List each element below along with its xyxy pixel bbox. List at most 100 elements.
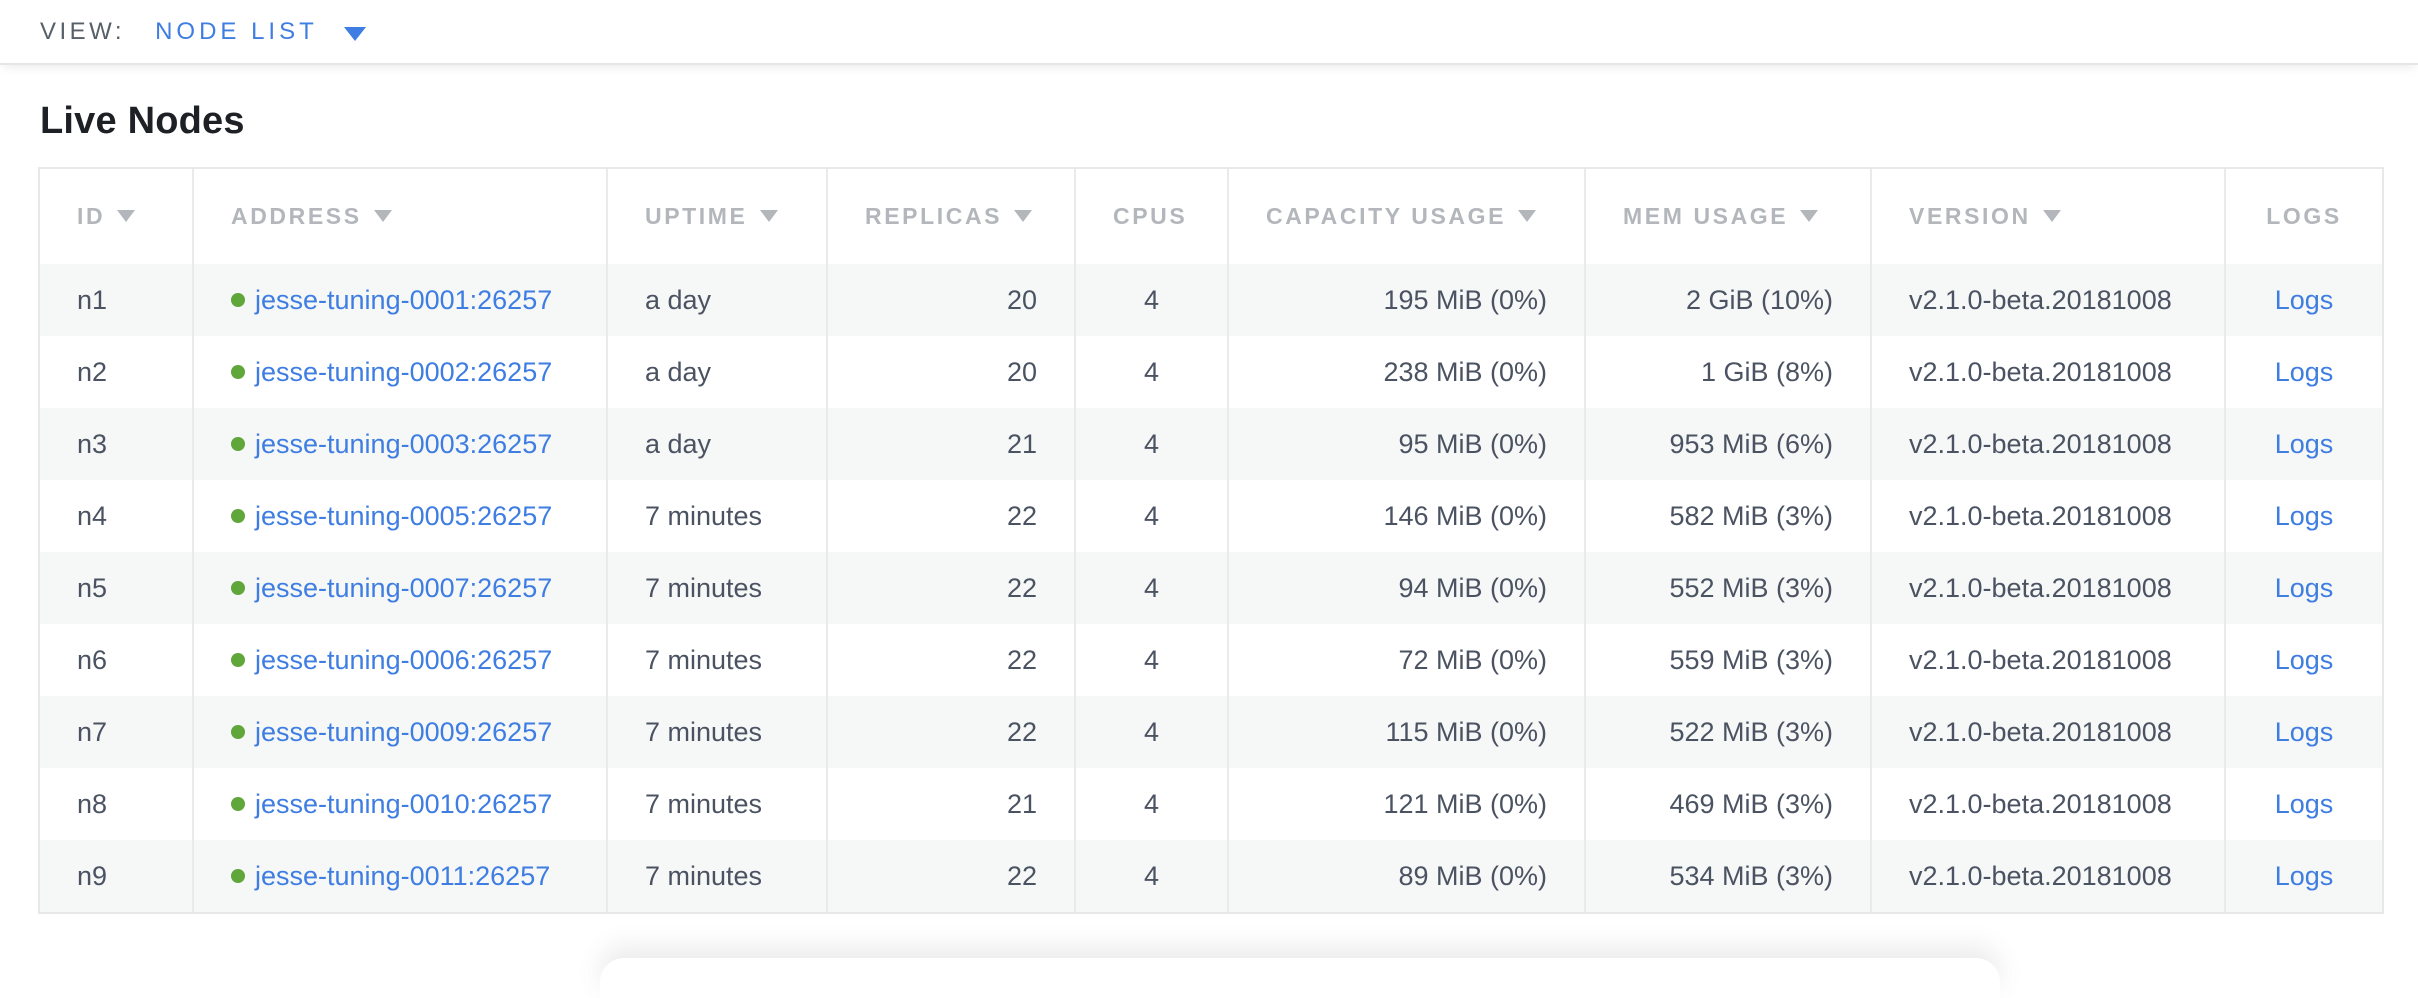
cell-value: n8 bbox=[77, 788, 108, 819]
cell-value: 115 MiB (0%) bbox=[1385, 716, 1547, 747]
cell-id: n1 bbox=[40, 264, 192, 336]
cell-value: 2 GiB (10%) bbox=[1685, 284, 1833, 315]
logs-link[interactable]: Logs bbox=[2274, 356, 2334, 387]
table-row: n8 jesse-tuning-0010:26257 7 minutes 21 4 121… bbox=[40, 768, 2382, 840]
node-address-link[interactable]: jesse-tuning-0010:26257 bbox=[255, 788, 553, 819]
logs-link[interactable]: Logs bbox=[2274, 716, 2334, 747]
cell-value: 95 MiB (0%) bbox=[1398, 428, 1547, 459]
node-address-link[interactable]: jesse-tuning-0005:26257 bbox=[255, 500, 553, 531]
node-address-link[interactable]: jesse-tuning-0006:26257 bbox=[255, 644, 553, 675]
column-header-capacity_usage[interactable]: CAPACITY USAGE bbox=[1227, 169, 1584, 264]
cell-capacity_usage: 95 MiB (0%) bbox=[1227, 408, 1584, 480]
logs-link[interactable]: Logs bbox=[2274, 428, 2334, 459]
cell-id: n4 bbox=[40, 480, 192, 552]
logs-link[interactable]: Logs bbox=[2274, 284, 2334, 315]
cell-id: n6 bbox=[40, 624, 192, 696]
view-bar: VIEW: NODE LIST bbox=[0, 0, 2418, 65]
table-row: n1 jesse-tuning-0001:26257 a day 20 4 195 MiB… bbox=[40, 264, 2382, 336]
cell-uptime: a day bbox=[606, 336, 826, 408]
logs-link[interactable]: Logs bbox=[2274, 644, 2334, 675]
column-header-replicas[interactable]: REPLICAS bbox=[826, 169, 1074, 264]
column-header-label: MEM USAGE bbox=[1623, 203, 1789, 229]
column-header-label: LOGS bbox=[2266, 203, 2342, 229]
node-address-link[interactable]: jesse-tuning-0002:26257 bbox=[255, 356, 553, 387]
cell-mem_usage: 953 MiB (6%) bbox=[1584, 408, 1870, 480]
cell-uptime: 7 minutes bbox=[606, 480, 826, 552]
node-address-link[interactable]: jesse-tuning-0009:26257 bbox=[255, 716, 553, 747]
cell-version: v2.1.0-beta.20181008 bbox=[1870, 336, 2224, 408]
cell-value: 20 bbox=[1006, 284, 1037, 315]
cell-mem_usage: 552 MiB (3%) bbox=[1584, 552, 1870, 624]
cell-version: v2.1.0-beta.20181008 bbox=[1870, 264, 2224, 336]
node-address-link[interactable]: jesse-tuning-0007:26257 bbox=[255, 572, 553, 603]
cell-capacity_usage: 94 MiB (0%) bbox=[1227, 552, 1584, 624]
node-address-link[interactable]: jesse-tuning-0003:26257 bbox=[255, 428, 553, 459]
cell-value: 522 MiB (3%) bbox=[1669, 716, 1833, 747]
cell-address: jesse-tuning-0007:26257 bbox=[192, 552, 606, 624]
logs-link[interactable]: Logs bbox=[2274, 500, 2334, 531]
cell-capacity_usage: 115 MiB (0%) bbox=[1227, 696, 1584, 768]
cell-address: jesse-tuning-0001:26257 bbox=[192, 264, 606, 336]
column-header-uptime[interactable]: UPTIME bbox=[606, 169, 826, 264]
cell-uptime: 7 minutes bbox=[606, 768, 826, 840]
column-header-id[interactable]: ID bbox=[40, 169, 192, 264]
cell-value: 72 MiB (0%) bbox=[1398, 644, 1547, 675]
column-header-address[interactable]: ADDRESS bbox=[192, 169, 606, 264]
column-header-label: REPLICAS bbox=[865, 203, 1003, 229]
node-status-live-dot-icon bbox=[231, 364, 245, 379]
cell-logs: Logs bbox=[2224, 264, 2382, 336]
cell-value: 7 minutes bbox=[645, 860, 763, 891]
cell-value: 7 minutes bbox=[645, 500, 763, 531]
cell-mem_usage: 582 MiB (3%) bbox=[1584, 480, 1870, 552]
cell-replicas: 22 bbox=[826, 696, 1074, 768]
cell-value: 89 MiB (0%) bbox=[1398, 860, 1547, 891]
cell-value: 22 bbox=[1006, 500, 1037, 531]
cell-value: v2.1.0-beta.20181008 bbox=[1909, 500, 2172, 531]
cell-cpus: 4 bbox=[1074, 264, 1227, 336]
cell-address: jesse-tuning-0002:26257 bbox=[192, 336, 606, 408]
cell-uptime: 7 minutes bbox=[606, 624, 826, 696]
column-header-cpus: CPUS bbox=[1074, 169, 1227, 264]
cell-logs: Logs bbox=[2224, 696, 2382, 768]
cell-value: 4 bbox=[1143, 860, 1160, 891]
view-selector-dropdown[interactable]: NODE LIST bbox=[155, 18, 366, 46]
node-address-link[interactable]: jesse-tuning-0001:26257 bbox=[255, 284, 553, 315]
cell-value: 4 bbox=[1143, 716, 1160, 747]
page-title: Live Nodes bbox=[40, 100, 245, 142]
cell-replicas: 20 bbox=[826, 336, 1074, 408]
logs-link[interactable]: Logs bbox=[2274, 860, 2334, 891]
cell-version: v2.1.0-beta.20181008 bbox=[1870, 696, 2224, 768]
column-header-label: ID bbox=[77, 203, 106, 229]
cell-cpus: 4 bbox=[1074, 336, 1227, 408]
header-row: ID ADDRESS UPTIME REPLICAS CPUS CAPACITY USAG… bbox=[40, 169, 2382, 264]
cell-replicas: 21 bbox=[826, 768, 1074, 840]
cell-value: 20 bbox=[1006, 356, 1037, 387]
cell-logs: Logs bbox=[2224, 768, 2382, 840]
cell-version: v2.1.0-beta.20181008 bbox=[1870, 552, 2224, 624]
cell-cpus: 4 bbox=[1074, 768, 1227, 840]
table-row: n9 jesse-tuning-0011:26257 7 minutes 22 4 89 … bbox=[40, 840, 2382, 912]
cell-value: 1 GiB (8%) bbox=[1700, 356, 1833, 387]
cell-address: jesse-tuning-0005:26257 bbox=[192, 480, 606, 552]
cell-logs: Logs bbox=[2224, 624, 2382, 696]
cell-cpus: 4 bbox=[1074, 840, 1227, 912]
cell-uptime: 7 minutes bbox=[606, 696, 826, 768]
column-header-version[interactable]: VERSION bbox=[1870, 169, 2224, 264]
logs-link[interactable]: Logs bbox=[2274, 788, 2334, 819]
cell-version: v2.1.0-beta.20181008 bbox=[1870, 624, 2224, 696]
sort-arrow-icon bbox=[759, 210, 778, 222]
cell-value: v2.1.0-beta.20181008 bbox=[1909, 572, 2172, 603]
column-header-mem_usage[interactable]: MEM USAGE bbox=[1584, 169, 1870, 264]
cell-value: 7 minutes bbox=[645, 644, 763, 675]
cell-value: 238 MiB (0%) bbox=[1383, 356, 1547, 387]
cell-value: v2.1.0-beta.20181008 bbox=[1909, 644, 2172, 675]
cell-value: 4 bbox=[1143, 428, 1160, 459]
logs-link[interactable]: Logs bbox=[2274, 572, 2334, 603]
cell-value: 21 bbox=[1006, 428, 1037, 459]
cell-value: 4 bbox=[1143, 572, 1160, 603]
cell-value: a day bbox=[645, 428, 712, 459]
node-address-link[interactable]: jesse-tuning-0011:26257 bbox=[255, 860, 551, 891]
cell-replicas: 22 bbox=[826, 480, 1074, 552]
cell-value: 4 bbox=[1143, 500, 1160, 531]
cell-address: jesse-tuning-0009:26257 bbox=[192, 696, 606, 768]
